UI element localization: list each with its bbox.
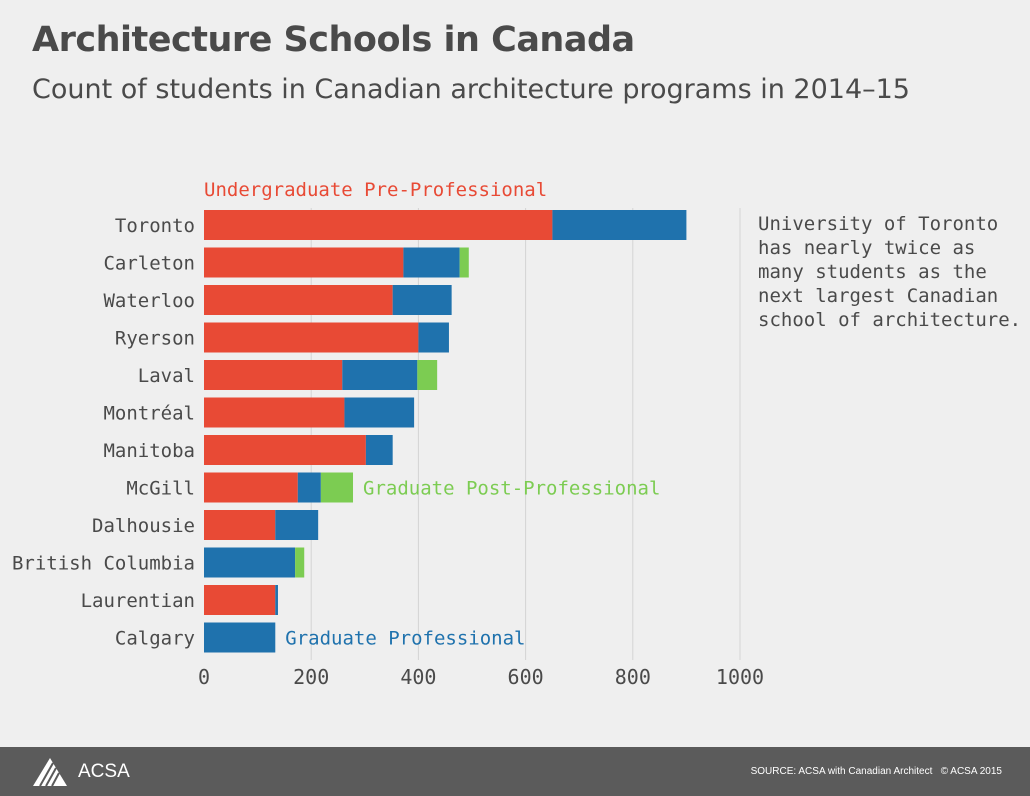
category-label: Ryerson (115, 328, 195, 350)
bar-segment (204, 360, 343, 390)
source-text: SOURCE: ACSA with Canadian Architect (750, 766, 933, 777)
bar-segment (552, 210, 687, 240)
bar-segment (204, 585, 276, 615)
category-label: British Columbia (12, 553, 195, 575)
annotation-note: University of Toronto has nearly twice a… (758, 212, 1022, 332)
logo-text: ACSA (78, 761, 130, 782)
category-label: Toronto (115, 215, 195, 237)
annotation-line: University of Toronto (758, 213, 999, 235)
bar-segment (204, 472, 298, 503)
category-label: Montréal (103, 403, 195, 425)
series-label: Undergraduate Pre-Professional (204, 179, 547, 201)
bar-segment (204, 622, 276, 653)
chart-subtitle: Count of students in Canadian architectu… (32, 74, 910, 105)
x-tick-label: 1000 (716, 665, 764, 689)
bar-segment (204, 435, 366, 465)
bar-segment (204, 247, 404, 278)
bar-segment (204, 285, 393, 315)
series-label: Graduate Post-Professional (363, 478, 660, 500)
bar-segment (204, 510, 276, 540)
bar-segment (204, 322, 419, 353)
series-label: Graduate Professional (285, 628, 525, 650)
x-tick-label: 800 (615, 665, 651, 689)
bar-segment (342, 360, 418, 390)
category-label: McGill (126, 478, 195, 500)
category-label: Laval (138, 365, 195, 387)
footer-bar: ACSA SOURCE: ACSA with Canadian Architec… (0, 747, 1030, 796)
category-label: Laurentian (81, 590, 195, 612)
category-label: Calgary (115, 628, 195, 650)
bar-segment (459, 247, 469, 278)
copyright-text: © ACSA 2015 (940, 766, 1002, 777)
category-label: Manitoba (103, 440, 195, 462)
annotation-line: next largest Canadian (758, 285, 999, 307)
annotation-line: has nearly twice as (758, 237, 976, 259)
annotation-line: school of architecture. (758, 309, 1022, 331)
bar-segment (403, 247, 460, 278)
x-tick-label: 400 (400, 665, 436, 689)
bar-segment (320, 472, 354, 503)
bar-segment (417, 360, 438, 390)
source-credit: SOURCE: ACSA with Canadian Architect © A… (751, 766, 1002, 777)
bar-segment (275, 585, 278, 615)
x-tick-label: 600 (508, 665, 544, 689)
bar-segment (295, 547, 305, 578)
annotation-line: many students as the (758, 261, 987, 283)
bar-segment (204, 547, 296, 578)
bar-chart: Toronto Carleton Waterloo Ryerson Laval Montr… (12, 179, 764, 689)
acsa-logo-icon (33, 758, 67, 787)
bar-segment (392, 285, 452, 315)
bar-segment (418, 322, 449, 353)
category-label: Carleton (103, 253, 195, 275)
category-label: Dalhousie (92, 515, 195, 537)
bar-segment (275, 510, 319, 540)
bar-segment (344, 397, 415, 428)
bar-segment (204, 397, 345, 428)
x-tick-label: 200 (293, 665, 329, 689)
chart-title: Architecture Schools in Canada (32, 20, 635, 60)
x-tick-label: 0 (198, 665, 210, 689)
category-label: Waterloo (103, 290, 195, 312)
bar-segment (365, 435, 393, 465)
bar-segment (297, 472, 321, 503)
bar-segment (204, 210, 553, 240)
